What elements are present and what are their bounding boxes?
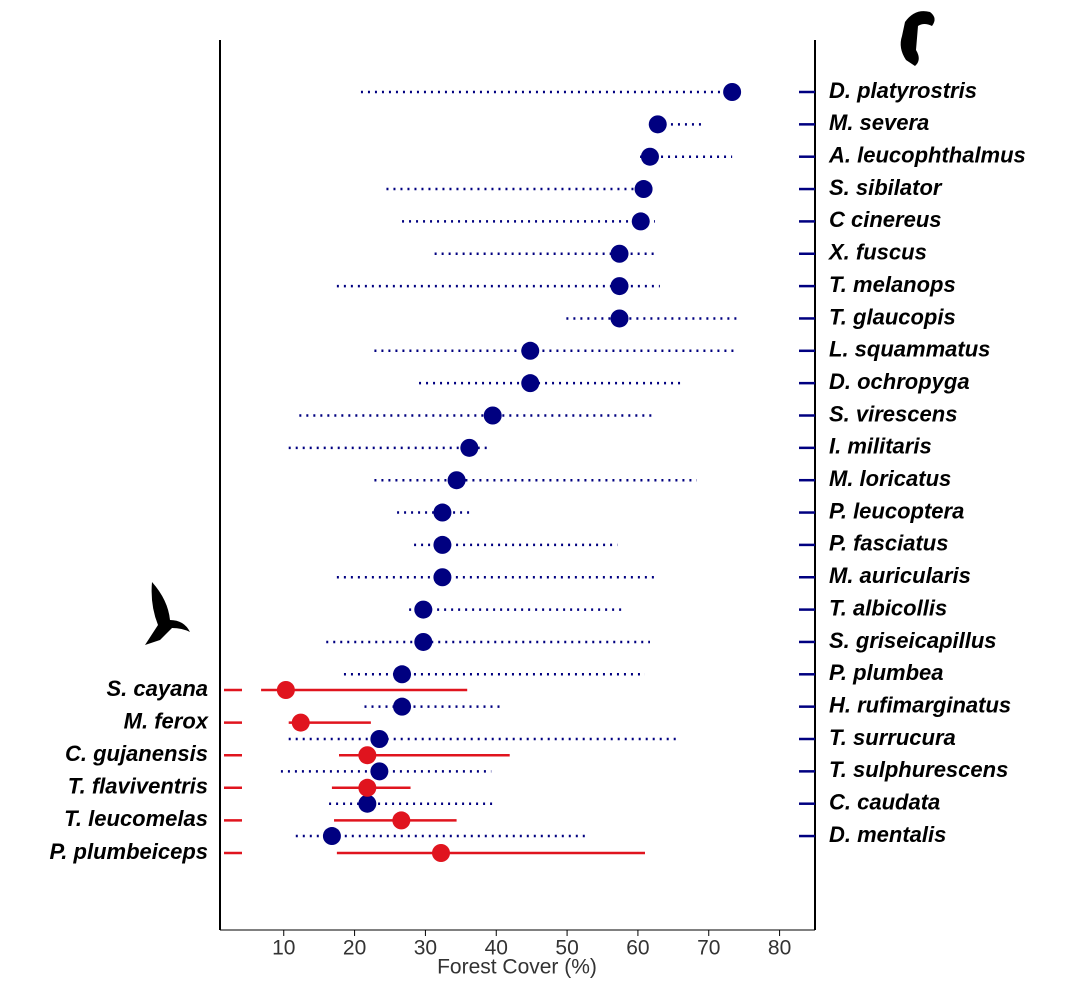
- estimate-dot: [634, 180, 653, 199]
- species-label: H. rufimarginatus: [829, 692, 1011, 717]
- species-label: M. ferox: [124, 708, 209, 733]
- estimate-dot: [521, 374, 540, 393]
- estimate-dot: [433, 568, 452, 587]
- species-label: P. leucoptera: [829, 498, 964, 523]
- x-tick-label: 20: [343, 937, 366, 960]
- estimate-dot: [358, 746, 377, 765]
- species-label: D. ochropyga: [829, 369, 970, 394]
- estimate-dot: [433, 535, 452, 554]
- species-label: C cinereus: [829, 207, 942, 232]
- species-label: S. griseicapillus: [829, 628, 997, 653]
- species-label: T. leucomelas: [64, 806, 208, 831]
- species-label: D. mentalis: [829, 822, 946, 847]
- species-label: S. virescens: [829, 401, 957, 426]
- x-axis-title: Forest Cover (%): [437, 956, 597, 979]
- species-label: P. plumbeiceps: [49, 839, 208, 864]
- species-label: I. militaris: [829, 434, 932, 459]
- estimate-dot: [276, 681, 295, 699]
- species-label: T. melanops: [829, 272, 956, 297]
- species-label: S. sibilator: [829, 175, 943, 200]
- x-tick-label: 80: [768, 937, 791, 960]
- estimate-dot: [392, 811, 411, 830]
- estimate-dot: [433, 503, 452, 522]
- species-label: T. glaucopis: [829, 304, 956, 329]
- x-tick-label: 60: [626, 937, 649, 960]
- estimate-dot: [414, 632, 433, 651]
- estimate-dot: [393, 697, 412, 716]
- species-label: X. fuscus: [827, 240, 927, 265]
- estimate-dot: [358, 778, 377, 797]
- species-label: P. fasciatus: [829, 531, 948, 556]
- estimate-dot: [610, 309, 629, 328]
- estimate-dot: [291, 713, 310, 732]
- species-label: P. plumbea: [829, 660, 944, 685]
- species-label: C. caudata: [829, 790, 940, 815]
- estimate-dot: [370, 730, 389, 748]
- estimate-dot: [460, 438, 479, 457]
- hawk-icon: [145, 582, 190, 645]
- species-label: M. severa: [829, 110, 929, 135]
- species-label: T. flaviventris: [68, 774, 208, 799]
- estimate-dot: [610, 277, 629, 296]
- species-label: S. cayana: [106, 676, 208, 701]
- x-tick-label: 50: [555, 937, 578, 960]
- estimate-dot: [322, 827, 341, 846]
- estimate-dot: [723, 83, 742, 101]
- estimate-dot: [610, 244, 629, 263]
- estimate-dot: [447, 471, 466, 490]
- species-label: A. leucophthalmus: [828, 143, 1026, 168]
- estimate-dot: [370, 762, 389, 781]
- species-label: T. albicollis: [829, 595, 947, 620]
- species-label: T. surrucura: [829, 725, 956, 750]
- estimate-dot: [521, 341, 540, 360]
- estimate-dot: [483, 406, 502, 425]
- estimate-dot: [432, 844, 450, 862]
- species-label: C. gujanensis: [65, 741, 208, 766]
- x-tick-label: 10: [272, 937, 295, 960]
- estimate-dot: [631, 212, 650, 231]
- estimate-dot: [358, 794, 377, 813]
- species-label: T. sulphurescens: [829, 757, 1008, 782]
- x-tick-label: 70: [697, 937, 720, 960]
- x-tick-label: 30: [414, 937, 437, 960]
- estimate-dot: [648, 115, 667, 134]
- toucan-icon: [900, 11, 935, 66]
- species-label: M. loricatus: [829, 466, 951, 491]
- species-label: D. platyrostris: [829, 78, 977, 103]
- estimate-dot: [414, 600, 433, 619]
- species-label: L. squammatus: [829, 337, 990, 362]
- species-label: M. auricularis: [829, 563, 971, 588]
- x-tick-label: 40: [485, 937, 508, 960]
- estimate-dot: [393, 665, 412, 684]
- estimate-dot: [640, 147, 659, 166]
